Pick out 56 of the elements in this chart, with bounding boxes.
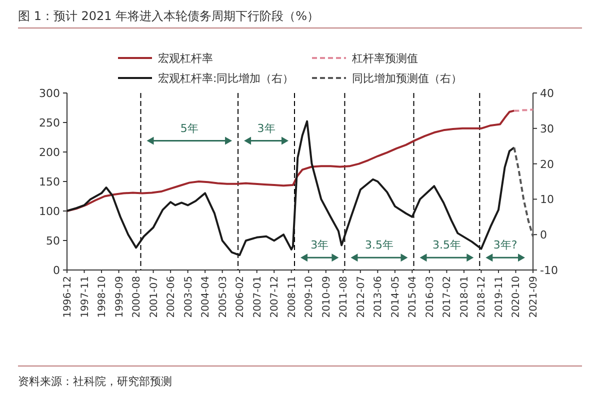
x-tick-label: 2004-04 bbox=[200, 276, 212, 318]
x-tick-label: 2012-07 bbox=[356, 276, 367, 318]
legend-label: 宏观杠杆率 bbox=[158, 52, 213, 65]
x-tick-label: 2021-09 bbox=[528, 276, 540, 318]
line-series bbox=[513, 146, 534, 238]
x-tick-label: 2001-07 bbox=[148, 276, 160, 318]
chart-title: 图 1：预计 2021 年将进入本轮债务周期下行阶段（%） bbox=[18, 9, 320, 23]
x-tick-label: 2016-03 bbox=[424, 276, 436, 318]
annotation: 3年 bbox=[310, 238, 329, 252]
y2-tick-label: 30 bbox=[540, 122, 554, 136]
x-tick-label: 2011-08 bbox=[338, 276, 350, 318]
y2-tick-label: 10 bbox=[540, 193, 554, 206]
x-tick-label: 2013-06 bbox=[373, 276, 384, 318]
y2-tick-label: 0 bbox=[540, 228, 547, 242]
annotation: 3年 bbox=[257, 122, 276, 135]
annotation: 3.5年 bbox=[432, 238, 461, 252]
y-tick-label: 150 bbox=[39, 176, 60, 188]
x-tick-label: 1999-09 bbox=[114, 276, 126, 318]
x-tick-label: 1996-12 bbox=[62, 276, 74, 318]
x-tick-label: 2018-12 bbox=[476, 276, 488, 318]
x-tick-label: 2014-05 bbox=[390, 276, 402, 318]
legend-label: 杠杆率预测值 bbox=[351, 52, 418, 65]
y2-tick-label: 20 bbox=[540, 158, 554, 171]
x-tick-label: 2007-12 bbox=[270, 276, 281, 318]
y-tick-label: 0 bbox=[53, 264, 60, 277]
line-series bbox=[66, 120, 516, 256]
annotation: 3.5年 bbox=[364, 238, 394, 252]
x-tick-label: 2017-02 bbox=[442, 276, 454, 318]
x-tick-label: 2015-04 bbox=[408, 276, 419, 318]
x-tick-label: 2008-11 bbox=[286, 276, 298, 318]
x-tick-label: 2006-02 bbox=[235, 276, 246, 318]
y2-tick-label: 40 bbox=[540, 87, 554, 100]
x-tick-label: 2000-08 bbox=[132, 276, 143, 318]
annotation: 3年? bbox=[493, 238, 518, 252]
y-tick-label: 200 bbox=[39, 146, 60, 159]
line-series bbox=[66, 110, 516, 212]
y2-tick-label: -10 bbox=[540, 264, 558, 277]
y-tick-label: 300 bbox=[39, 87, 60, 100]
x-tick-label: 1997-11 bbox=[80, 276, 91, 318]
x-tick-label: 2019-11 bbox=[494, 276, 505, 318]
y-tick-label: 100 bbox=[39, 205, 60, 218]
legend-label: 宏观杠杆率:同比增加（右） bbox=[158, 72, 294, 85]
x-tick-label: 2005-03 bbox=[218, 276, 229, 318]
x-tick-label: 1998-10 bbox=[97, 276, 108, 318]
x-tick-label: 2018-01 bbox=[459, 276, 470, 318]
x-tick-label: 2020-10 bbox=[511, 276, 522, 318]
x-tick-label: 2007-01 bbox=[252, 276, 264, 318]
text: 资料来源：社科院，研究部预测 bbox=[18, 375, 172, 388]
x-tick-label: 2003-05 bbox=[183, 276, 194, 318]
x-tick-label: 2009-10 bbox=[304, 276, 316, 318]
y-tick-label: 50 bbox=[46, 234, 60, 248]
annotation: 5年 bbox=[180, 122, 198, 135]
y-tick-label: 250 bbox=[39, 116, 60, 130]
x-tick-label: 2002-06 bbox=[166, 276, 178, 318]
x-tick-label: 2010-09 bbox=[321, 276, 332, 318]
legend-label: 同比增加预测值（右） bbox=[352, 72, 462, 85]
